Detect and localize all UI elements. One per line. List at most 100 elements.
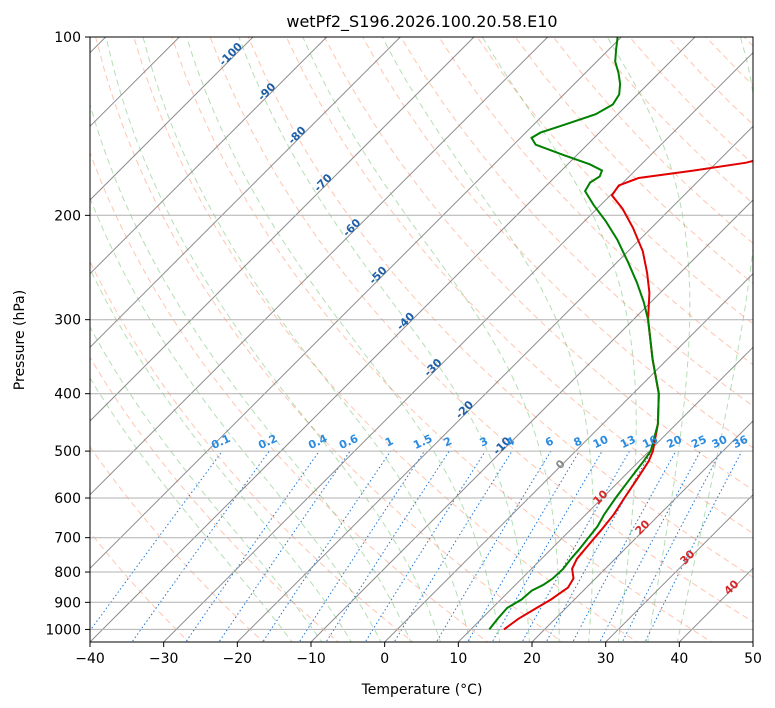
mixing-ratio-label: 13 — [618, 433, 637, 451]
y-tick-label: 200 — [54, 208, 81, 224]
mixing-ratio-line — [621, 450, 722, 642]
isotherm — [384, 272, 753, 642]
mixing-ratio-line — [435, 450, 552, 642]
dry-adiabat — [324, 37, 753, 491]
series-temperature — [503, 159, 753, 631]
mixing-ratio-label: 36 — [731, 433, 751, 451]
mixing-ratio-line — [393, 450, 513, 642]
mixing-ratio-line — [599, 450, 701, 642]
isotherm — [90, 37, 328, 275]
mixing-ratio-line — [218, 450, 351, 642]
mixing-ratio-line — [298, 450, 425, 642]
x-tick-label: −10 — [296, 651, 326, 667]
mixing-ratio-label: 0.4 — [306, 432, 329, 452]
mixing-ratio-line — [262, 450, 392, 642]
mixing-ratio-label: 2 — [442, 434, 454, 449]
dry-adiabat — [476, 37, 753, 325]
isotherm — [90, 37, 401, 349]
x-tick-label: 30 — [597, 651, 615, 667]
isotherm — [752, 641, 753, 642]
plot-frame — [89, 36, 754, 643]
mixing-ratio-line — [131, 450, 270, 642]
x-axis-label: Temperature (°C) — [361, 682, 483, 698]
y-tick-label: 700 — [54, 531, 81, 547]
moist-adiabat — [238, 37, 530, 642]
mixing-ratio-label: 20 — [665, 433, 685, 451]
dry-adiabat — [362, 37, 753, 449]
y-tick-label: 1000 — [45, 622, 81, 638]
x-tick-label: −40 — [75, 651, 105, 667]
moist-adiabat — [481, 37, 637, 642]
dry-adiabat — [400, 37, 753, 407]
y-tick-label: 900 — [54, 595, 81, 611]
chart-title: wetPf2_S196.2026.100.20.58.E10 — [286, 12, 557, 32]
mixing-ratio-label: 8 — [572, 434, 584, 449]
dry-adiabat — [552, 37, 753, 244]
isotherm-label: -100 — [216, 40, 245, 69]
series-layer — [488, 37, 753, 631]
mixing-ratio-line — [90, 450, 223, 632]
x-tick-label: 0 — [380, 651, 389, 667]
isotherm — [236, 125, 753, 642]
isotherm — [163, 51, 753, 642]
moist-adiabat — [381, 37, 594, 642]
y-tick-label: 400 — [54, 387, 81, 403]
moist-adiabat — [142, 37, 471, 642]
x-tick-label: −30 — [149, 651, 179, 667]
mixing-ratio-label: 1 — [383, 434, 395, 449]
moist-adiabat — [302, 37, 560, 642]
adiabat-label: 40 — [722, 577, 742, 597]
y-axis-label: Pressure (hPa) — [12, 290, 28, 390]
x-tick-label: 40 — [670, 651, 688, 667]
isotherm-label: -80 — [285, 124, 308, 147]
x-tick-label: 10 — [449, 651, 467, 667]
adiabat-label: 30 — [678, 547, 698, 567]
series-dewpoint — [488, 37, 660, 631]
dry-adiabat — [438, 37, 753, 366]
x-tick-label: 20 — [523, 651, 541, 667]
y-tick-label: 600 — [54, 491, 81, 507]
mixing-ratio-label: 25 — [689, 433, 708, 451]
mixing-ratio-line — [466, 450, 580, 642]
dry-adiabat — [285, 37, 753, 534]
dry-adiabat — [90, 260, 414, 642]
isotherm — [678, 567, 753, 642]
freezing-label: 0 — [553, 457, 568, 472]
grid-lines — [90, 37, 753, 642]
dry-adiabat — [133, 37, 638, 642]
dry-adiabat — [90, 445, 265, 642]
isotherm — [457, 346, 753, 642]
x-tick-label: 50 — [744, 651, 762, 667]
x-tick-label: −20 — [223, 651, 253, 667]
mixing-ratio-label: 30 — [710, 433, 730, 451]
mixing-ratio-line — [325, 450, 450, 642]
isotherm-label: -90 — [255, 80, 278, 103]
dry-adiabat — [90, 151, 489, 642]
mixing-ratio-line — [185, 450, 320, 642]
isotherm — [310, 199, 753, 642]
moist-adiabat — [186, 37, 501, 642]
mixing-ratio-label: 3 — [478, 434, 490, 449]
plot-area: -100-90-80-70-60-50-40-30-20-10010203040… — [90, 37, 753, 642]
dry-adiabat — [247, 37, 753, 578]
background-lines — [90, 37, 753, 642]
y-tick-label: 300 — [54, 313, 81, 329]
moist-adiabat — [90, 102, 412, 642]
isotherm-label: -20 — [453, 398, 476, 421]
isotherm-label: -60 — [340, 216, 363, 239]
y-tick-label: 800 — [54, 565, 81, 581]
isotherm — [90, 37, 622, 570]
isotherm-label: -50 — [366, 264, 389, 287]
isotherm — [90, 37, 475, 422]
isotherm — [90, 37, 549, 496]
dry-adiabat — [743, 37, 753, 47]
isotherm-label: -40 — [394, 310, 417, 333]
dry-adiabat — [514, 37, 753, 285]
isotherm — [531, 420, 753, 642]
isotherm — [90, 37, 254, 201]
mixing-ratio-line — [364, 450, 486, 642]
mixing-ratio-label: 16 — [640, 433, 660, 451]
axis-ticks: −40 −30 −20 −10 0 10 20 30 40 5010020030040050060… — [45, 30, 762, 667]
isotherm — [90, 37, 696, 642]
